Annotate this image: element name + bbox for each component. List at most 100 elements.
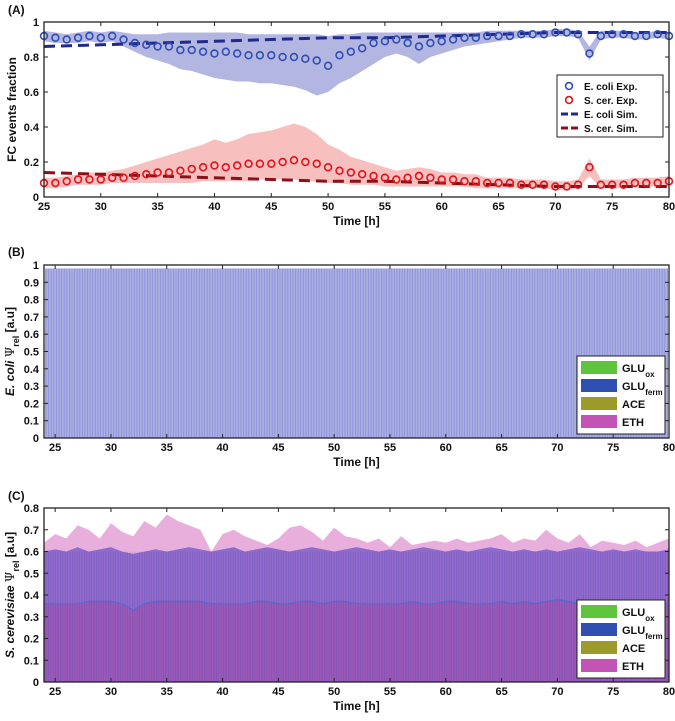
panel-c-ytick-label: 0.1 bbox=[24, 655, 39, 667]
panel-a-legend: E. coli Exp. S. cer. Exp. E. coli Sim. S. c… bbox=[556, 74, 664, 138]
legend-entry-label: ETH bbox=[622, 661, 644, 673]
panel-c-ytick-label: 0.3 bbox=[24, 612, 39, 624]
series-1-point bbox=[176, 166, 185, 175]
series-0-point bbox=[301, 54, 310, 63]
series-1-point bbox=[96, 175, 106, 184]
series-1-point bbox=[51, 178, 60, 188]
series-1-point bbox=[551, 182, 560, 191]
panel-c-ytick-label: 0.7 bbox=[24, 525, 39, 537]
series-0-point bbox=[187, 45, 196, 55]
panel-c-xtick-label: 70 bbox=[551, 686, 563, 698]
panel-c-ytick-label: 0.4 bbox=[24, 590, 40, 602]
series-0-point bbox=[62, 35, 71, 44]
panel-b-xtick-label: 65 bbox=[495, 442, 507, 454]
panel-c-xtick-label: 30 bbox=[105, 686, 117, 698]
series-0-point bbox=[539, 30, 549, 39]
panel-b-xtick-label: 60 bbox=[440, 442, 452, 454]
panel-c-xtick-label: 75 bbox=[607, 686, 619, 698]
panel-a-ytick-label: 1 bbox=[33, 17, 39, 29]
legend-swatch bbox=[581, 605, 617, 618]
panel-b-ytick-label: 0.8 bbox=[24, 295, 39, 307]
series-0-point bbox=[403, 38, 412, 48]
panel-c: 25 30 35 40 45 50 55 60 65 70 75 80 0 0.1 0.2 0.3 0.4 0.5… bbox=[3, 489, 675, 713]
panel-b-xtick-label: 80 bbox=[663, 442, 675, 454]
panel-a-ytick-label: 0.8 bbox=[24, 52, 39, 64]
panel-b-ytick-label: 1 bbox=[33, 260, 39, 272]
series-1-point bbox=[653, 178, 662, 188]
panel-c-xtick-label: 25 bbox=[49, 686, 61, 698]
panel-a-xtick-label: 60 bbox=[436, 201, 448, 213]
series-0-point bbox=[244, 51, 253, 60]
series-1-point bbox=[630, 178, 640, 188]
panel-c-xtick-label: 55 bbox=[384, 686, 396, 698]
series-0-point bbox=[289, 52, 299, 62]
series-0-point bbox=[346, 47, 356, 56]
series-0-point bbox=[323, 61, 333, 70]
panel-b-ytick-label: 0.6 bbox=[24, 329, 39, 341]
panel-b-xtick-label: 25 bbox=[49, 442, 61, 454]
series-0-point bbox=[357, 44, 367, 53]
series-1-point bbox=[448, 175, 458, 184]
series-1-point bbox=[85, 175, 94, 184]
series-1-point bbox=[471, 177, 481, 186]
series-1-point bbox=[62, 177, 71, 186]
series-0-point bbox=[130, 38, 140, 48]
series-0-point bbox=[437, 37, 446, 46]
eth-upper-area bbox=[44, 514, 669, 554]
series-0-point bbox=[414, 42, 424, 51]
series-1-point bbox=[517, 180, 526, 189]
series-1-point bbox=[255, 159, 265, 168]
series-0-point bbox=[198, 47, 208, 56]
series-0-point bbox=[607, 30, 617, 39]
panel-a-x-axis-label: Time [h] bbox=[333, 214, 379, 228]
series-1-point bbox=[596, 180, 606, 189]
series-0-point bbox=[562, 28, 571, 37]
panel-b-xtick-label: 35 bbox=[161, 442, 173, 454]
series-1-point bbox=[107, 173, 117, 182]
panel-a-y-axis-label: FC events fraction bbox=[5, 57, 19, 162]
panel-a-xtick-label: 65 bbox=[492, 201, 504, 213]
panel-a-axes-frame bbox=[43, 21, 670, 198]
series-0-point bbox=[221, 47, 231, 56]
series-1-point bbox=[437, 175, 446, 184]
series-0-point bbox=[142, 40, 151, 49]
panel-b-xtick-label: 45 bbox=[272, 442, 284, 454]
panel-c-panel-label: (C) bbox=[8, 489, 25, 503]
panel-a-xtick-label: 75 bbox=[606, 201, 618, 213]
series-0-point bbox=[107, 31, 117, 41]
panel-a-xtick-label: 25 bbox=[38, 201, 50, 213]
series-0-point bbox=[232, 49, 242, 58]
panel-c-ytick-label: 0.5 bbox=[24, 568, 39, 580]
series-0-point bbox=[619, 30, 628, 39]
panel-a-xtick-label: 80 bbox=[663, 201, 675, 213]
series-1-point bbox=[153, 168, 162, 177]
series-1-point bbox=[221, 163, 231, 172]
panel-a-xtick-label: 45 bbox=[265, 201, 277, 213]
series-1-point bbox=[232, 161, 242, 170]
series-0-point bbox=[119, 35, 128, 44]
series-1-point bbox=[119, 173, 128, 182]
panel-a-ytick-label: 0.4 bbox=[24, 122, 40, 134]
glu-ferm-area bbox=[44, 547, 669, 611]
panel-b-axes-frame bbox=[43, 264, 670, 439]
panel-c-axes-frame bbox=[43, 507, 670, 683]
panel-b-xtick-label: 75 bbox=[607, 442, 619, 454]
panel-b-xtick-label: 40 bbox=[216, 442, 228, 454]
panel-b-ytick-label: 0.3 bbox=[24, 381, 39, 393]
series-1-point bbox=[130, 171, 140, 181]
panel-a-xtick-label: 50 bbox=[322, 201, 334, 213]
legend-entry-label: E. coli Sim. bbox=[584, 110, 638, 121]
panel-a-ytick-label: 0.2 bbox=[24, 157, 39, 169]
panel-a-ytick-label: 0 bbox=[33, 192, 39, 204]
series-0-point bbox=[642, 31, 651, 41]
series-0-point bbox=[460, 33, 469, 42]
panel-b-ytick-label: 0.1 bbox=[24, 416, 39, 428]
series-0-point bbox=[630, 31, 640, 41]
series-0-point bbox=[210, 49, 219, 58]
series-0-point bbox=[335, 51, 344, 60]
panel-c-xtick-label: 65 bbox=[495, 686, 507, 698]
series-0-error-band bbox=[44, 29, 669, 96]
panel-b-xtick-label: 70 bbox=[551, 442, 563, 454]
